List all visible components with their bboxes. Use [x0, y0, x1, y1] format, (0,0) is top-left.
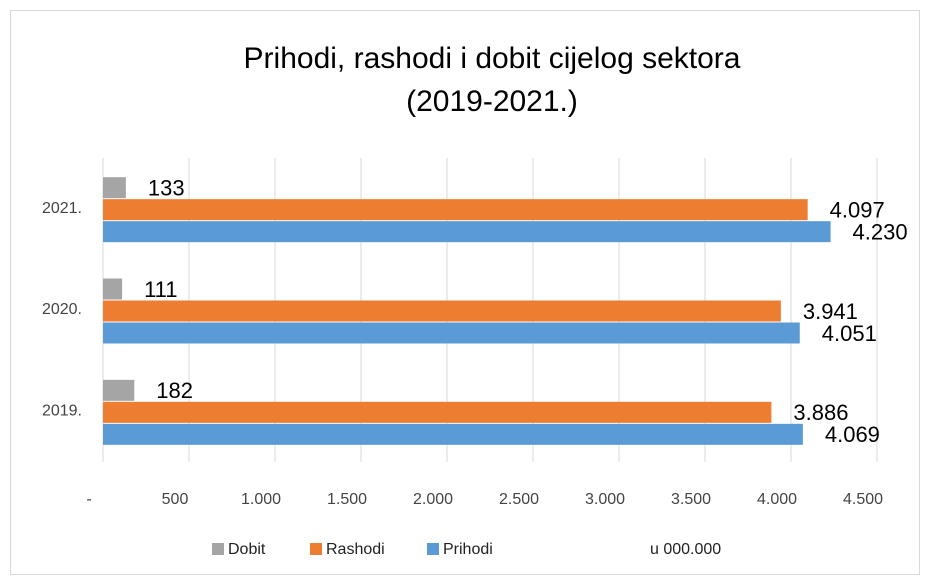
chart-title: (2019-2021.) — [406, 85, 578, 118]
x-tick-label: 1.500 — [327, 491, 367, 508]
x-tick-label: 1.000 — [241, 491, 281, 508]
legend-label: Prihodi — [443, 541, 493, 558]
x-tick-label: 500 — [162, 491, 189, 508]
x-tick-label: 3.500 — [671, 491, 711, 508]
bar — [103, 278, 123, 300]
bar — [103, 199, 808, 221]
legend-swatch — [212, 543, 224, 555]
data-label: 182 — [156, 378, 193, 403]
data-label: 4.051 — [822, 321, 877, 346]
bar — [103, 423, 803, 445]
legend-swatch — [310, 543, 322, 555]
annotation: u 000.000 — [650, 541, 721, 558]
bar — [103, 401, 772, 423]
bar — [103, 300, 781, 322]
data-label: 133 — [148, 175, 185, 200]
legend-swatch — [427, 543, 439, 555]
y-tick-label: 2019. — [42, 403, 82, 420]
x-tick-label: 2.500 — [499, 491, 539, 508]
y-tick-label: 2021. — [42, 200, 82, 217]
data-label: 4.230 — [853, 219, 908, 244]
chart-border — [10, 10, 920, 575]
data-label: 111 — [144, 277, 177, 302]
bar — [103, 379, 135, 401]
legend-label: Rashodi — [326, 541, 385, 558]
data-label: 4.069 — [825, 422, 880, 447]
legend-label: Dobit — [228, 541, 266, 558]
data-label: 4.097 — [830, 197, 885, 222]
bar — [103, 322, 800, 344]
x-tick-label: 4.000 — [757, 491, 797, 508]
bar — [103, 221, 831, 243]
y-tick-label: 2020. — [42, 301, 82, 318]
chart-title: Prihodi, rashodi i dobit cijelog sektora — [244, 42, 741, 75]
bar — [103, 177, 126, 199]
data-label: 3.886 — [793, 400, 848, 425]
x-tick-label: - — [86, 491, 91, 508]
x-tick-label: 2.000 — [413, 491, 453, 508]
data-label: 3.941 — [803, 299, 858, 324]
x-tick-label: 4.500 — [843, 491, 883, 508]
x-tick-label: 3.000 — [585, 491, 625, 508]
